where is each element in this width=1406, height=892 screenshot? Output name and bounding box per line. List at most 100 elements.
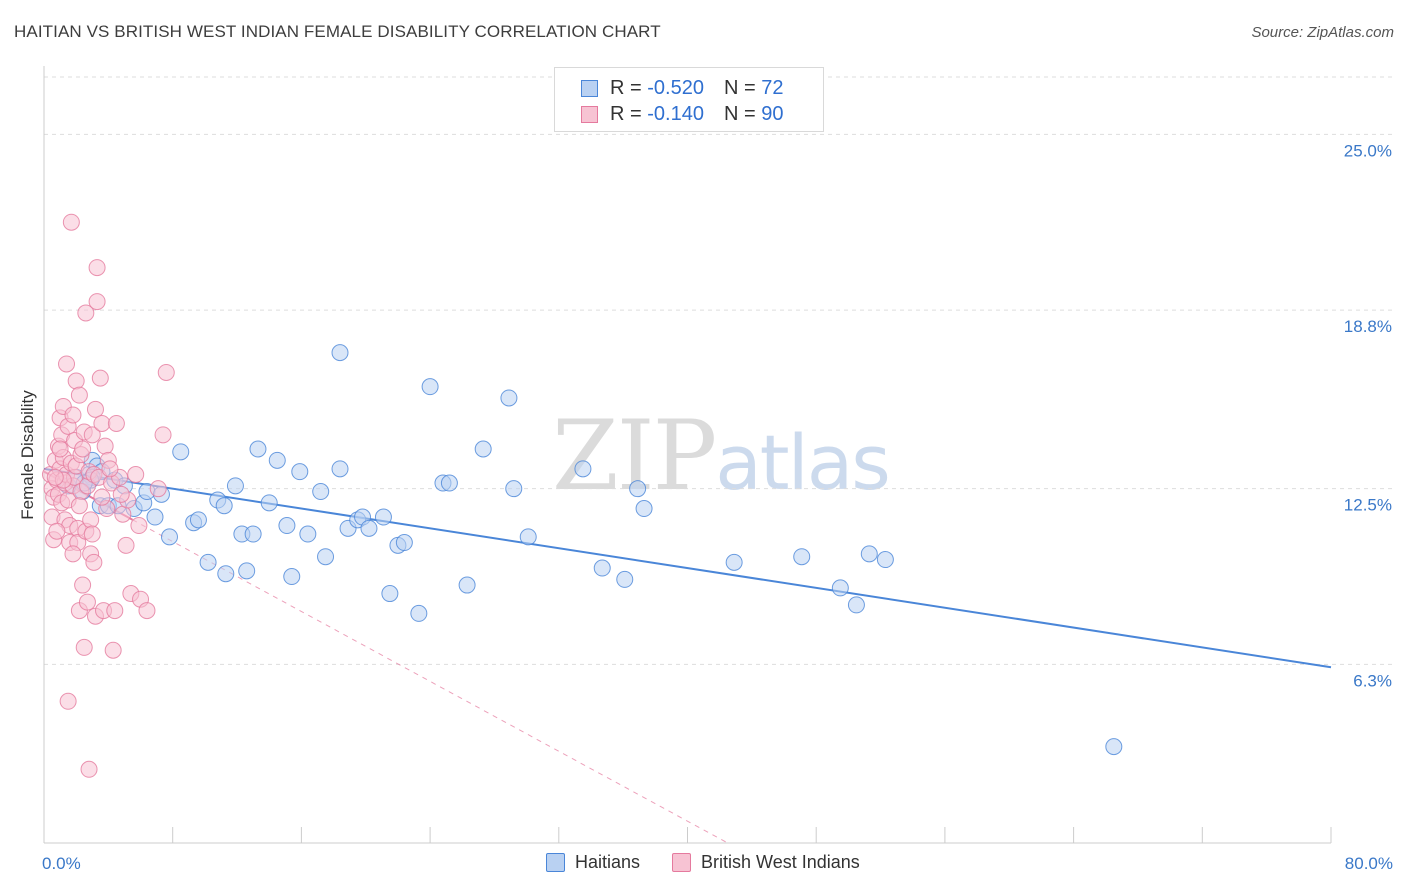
data-point [114,505,132,523]
data-point [59,692,77,710]
y-tick-label: 12.5% [1344,496,1392,515]
data-point [154,426,172,444]
data-point [474,440,492,458]
data-point [127,466,145,484]
correlation-legend: R = -0.520 N = 72 R = -0.140 N = 90 [554,67,824,132]
data-point [101,460,119,478]
data-point [793,548,811,566]
data-point [505,480,523,498]
series-swatch-british-west-indians [672,853,692,872]
data-point [616,570,634,588]
series-legend-british-west-indians[interactable]: British West Indians [672,852,860,873]
data-point [77,304,95,322]
legend-swatch-british-west-indians [581,105,598,123]
data-point [249,440,267,458]
data-point [75,638,93,656]
data-point [725,553,743,571]
data-point [244,525,262,543]
data-point [500,389,518,407]
axis-labels: 6.3% 12.5% 18.8% 25.0% 0.0% 80.0% Female Disab… [18,141,1393,873]
data-point [268,451,286,469]
data-point [96,437,114,455]
data-point [519,528,537,546]
data-point [149,480,167,498]
series-swatch-haitians [546,853,565,872]
data-point [117,536,135,554]
data-point [860,545,878,563]
data-point [440,474,458,492]
data-point [331,344,349,362]
y-tick-label: 25.0% [1344,141,1392,160]
series-british-west-indians [41,213,175,778]
data-point [107,414,125,432]
data-point [331,460,349,478]
y-axis-label: Female Disability [18,390,37,520]
data-point [238,562,256,580]
y-tick-label: 6.3% [1353,671,1392,690]
data-point [410,604,428,622]
series-label-british-west-indians: British West Indians [701,852,860,872]
chart-title: HAITIAN VS BRITISH WEST INDIAN FEMALE DI… [14,22,661,41]
data-point [458,576,476,594]
data-point [138,602,156,620]
data-points [41,213,1123,778]
data-point [130,517,148,535]
data-point [260,494,278,512]
watermark-atlas: atlas [715,418,891,507]
x-tick-label: 80.0% [1345,854,1393,873]
data-point [82,511,100,529]
data-point [847,596,865,614]
legend-r-label: R = [610,102,648,125]
data-point [83,525,101,543]
data-point [395,534,413,552]
data-point [88,259,106,277]
data-point [70,386,88,404]
legend-r-value: -0.520 [647,76,704,99]
legend-n-label: N = [723,102,762,125]
legend-r-value: -0.140 [647,102,704,125]
data-point [317,548,335,566]
legend-r-label: R = [610,76,648,99]
source-credit: Source: ZipAtlas.com [1251,24,1394,41]
data-point [283,568,301,586]
trend-lines [43,467,1332,844]
data-point [360,519,378,537]
data-point [312,483,330,501]
data-point [88,293,106,311]
legend-n-label: N = [723,76,762,99]
data-point [78,593,96,611]
data-point [104,641,122,659]
legend-row-haitians: R = -0.520 N = 72 [581,76,783,100]
data-point [629,480,647,498]
data-point [46,468,64,486]
data-point [106,602,124,620]
data-point [215,497,233,515]
data-point [189,511,207,529]
data-point [93,488,111,506]
data-point [1105,738,1123,756]
data-point [67,372,85,390]
data-point [83,426,101,444]
data-point [172,443,190,461]
data-point [51,440,69,458]
data-point [160,528,178,546]
legend-n-value: 90 [761,102,784,125]
series-legend: Haitians British West Indians [546,852,892,873]
data-point [157,363,175,381]
data-point [278,517,296,535]
data-point [70,497,88,515]
x-tick-label: 0.0% [42,854,81,873]
data-point [64,545,82,563]
data-point [64,406,82,424]
data-point [876,551,894,569]
data-point [374,508,392,526]
data-point [62,213,80,231]
legend-row-british-west-indians: R = -0.140 N = 90 [581,102,783,126]
data-point [58,355,76,373]
data-point [381,585,399,603]
series-legend-haitians[interactable]: Haitians [546,852,640,873]
data-point [74,440,92,458]
data-point [831,579,849,597]
data-point [146,508,164,526]
